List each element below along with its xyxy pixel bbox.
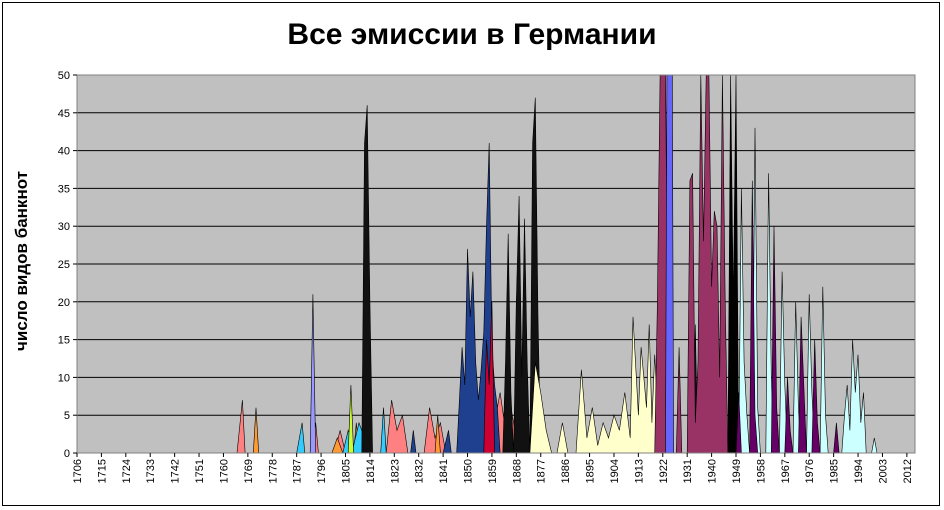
series-area-11 (665, 74, 674, 454)
x-tick-label: 1976 (804, 459, 816, 483)
x-tick-label: 1787 (292, 459, 304, 483)
x-tick-label: 1814 (365, 459, 377, 483)
x-tick-label: 1760 (218, 459, 230, 483)
x-tick-label: 1769 (243, 459, 255, 483)
series-area-14 (735, 180, 840, 454)
x-tick-label: 1886 (560, 459, 572, 483)
x-axis-ticks: 1706 1715 1724 1733 1742 1751 1760 1769 1778 1787… (72, 453, 914, 483)
x-tick-label: 1931 (682, 459, 694, 483)
y-tick-label: 0 (64, 448, 70, 460)
y-tick-label: 10 (58, 372, 70, 384)
x-tick-label: 1751 (194, 459, 206, 483)
y-tick-label: 5 (64, 410, 70, 422)
x-tick-label: 1733 (145, 459, 157, 483)
x-tick-label: 1949 (731, 459, 743, 483)
x-tick-label: 1877 (536, 459, 548, 483)
x-tick-label: 1967 (780, 459, 792, 483)
x-tick-label: 1850 (463, 459, 475, 483)
x-tick-label: 1805 (340, 459, 352, 483)
y-tick-label: 35 (58, 183, 70, 195)
x-tick-label: 1724 (121, 459, 133, 483)
y-tick-label: 30 (58, 221, 70, 233)
y-tick-label: 45 (58, 108, 70, 120)
x-tick-label: 1832 (414, 459, 426, 483)
x-tick-label: 1706 (72, 459, 84, 483)
x-tick-label: 1958 (755, 459, 767, 483)
y-tick-label: 50 (58, 70, 70, 82)
chart-title: Все эмиссии в Германии (287, 18, 657, 51)
x-tick-label: 2012 (902, 459, 914, 483)
x-tick-label: 1868 (511, 459, 523, 483)
x-tick-label: 1985 (829, 459, 841, 483)
x-tick-label: 2003 (877, 459, 889, 483)
y-tick-label: 15 (58, 335, 70, 347)
x-tick-label: 1859 (487, 459, 499, 483)
x-tick-label: 1796 (316, 459, 328, 483)
x-tick-label: 1778 (267, 459, 279, 483)
x-tick-label: 1895 (585, 459, 597, 483)
x-tick-label: 1904 (609, 459, 621, 483)
y-tick-label: 25 (58, 259, 70, 271)
x-tick-label: 1922 (658, 459, 670, 483)
y-axis-ticks: 0 5 10 15 20 25 30 35 40 45 50 (58, 70, 77, 460)
x-tick-label: 1742 (170, 459, 182, 483)
x-tick-label: 1841 (438, 459, 450, 483)
y-tick-label: 40 (58, 146, 70, 158)
x-tick-label: 1940 (707, 459, 719, 483)
x-tick-label: 1913 (633, 459, 645, 483)
x-tick-label: 1994 (853, 459, 865, 483)
y-tick-label: 20 (58, 297, 70, 309)
x-tick-label: 1715 (96, 459, 108, 483)
series-areas (236, 74, 878, 454)
x-tick-label: 1823 (389, 459, 401, 483)
